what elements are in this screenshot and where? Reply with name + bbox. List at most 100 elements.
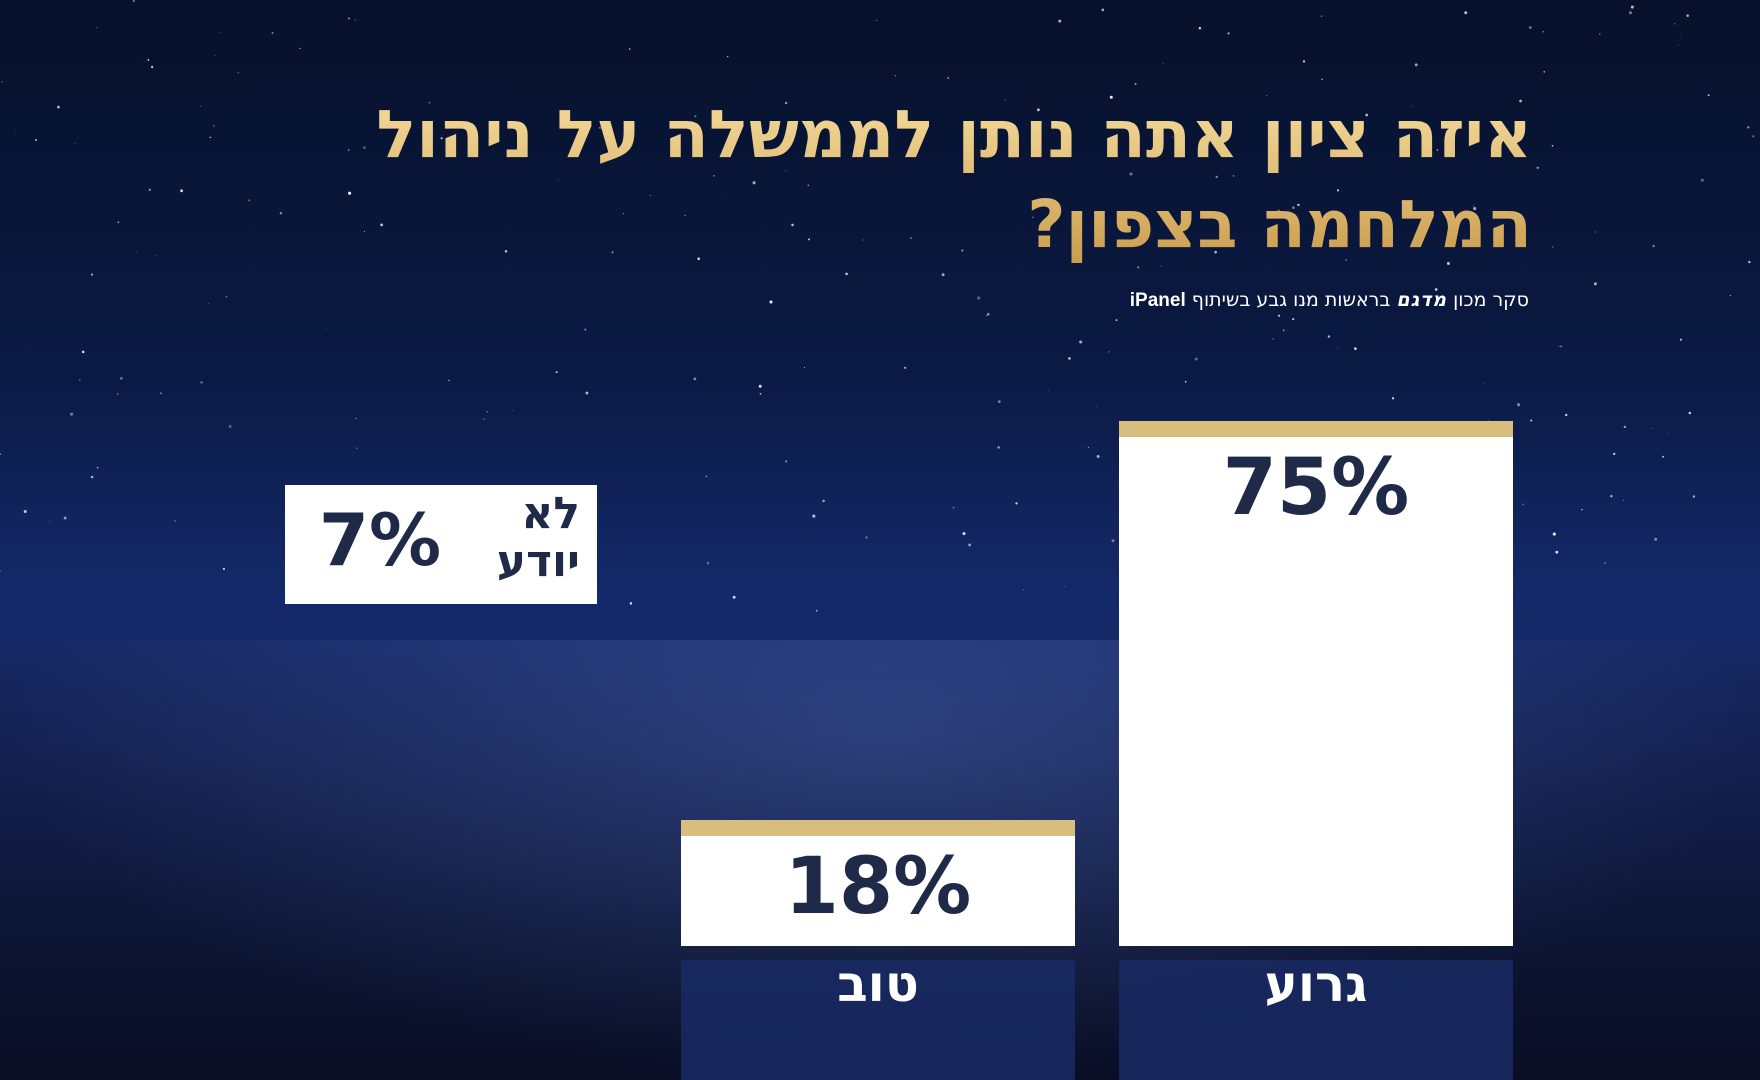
star	[1302, 60, 1306, 63]
star	[785, 170, 787, 172]
star	[1336, 189, 1340, 192]
star	[147, 59, 150, 61]
star	[1134, 82, 1137, 85]
star	[1594, 231, 1596, 233]
star	[822, 499, 825, 503]
star	[1581, 508, 1583, 511]
star	[355, 417, 357, 420]
star	[220, 32, 222, 33]
star	[1519, 99, 1523, 103]
star	[116, 393, 119, 395]
star	[1551, 145, 1554, 147]
bar	[681, 820, 1075, 946]
star	[1654, 537, 1658, 541]
value-label: 75%	[1222, 443, 1410, 533]
star	[876, 19, 878, 21]
star	[997, 446, 1000, 449]
star	[1464, 11, 1468, 15]
star	[904, 366, 907, 369]
star	[1172, 136, 1174, 138]
star	[1747, 126, 1750, 129]
star	[74, 143, 76, 145]
star	[96, 27, 98, 28]
star	[228, 425, 232, 428]
star	[1666, 433, 1668, 435]
star	[1282, 329, 1285, 332]
star	[1414, 63, 1418, 67]
star	[354, 19, 356, 21]
star	[15, 133, 17, 135]
star	[1079, 340, 1083, 344]
star	[865, 536, 868, 539]
star	[1198, 26, 1202, 30]
star	[468, 137, 470, 139]
star	[1137, 266, 1140, 269]
source-org: מדגם	[1396, 289, 1448, 311]
star	[23, 510, 27, 514]
star	[348, 17, 350, 20]
star	[143, 61, 145, 63]
source: סקר מכון	[1453, 289, 1529, 311]
star	[63, 516, 67, 520]
source-line: סקר מכון מדגם בראשות מנו גבע בשיתוף iPan…	[1130, 289, 1529, 312]
star	[727, 56, 729, 58]
star	[1560, 345, 1562, 348]
star	[1327, 335, 1331, 338]
star	[1194, 357, 1198, 361]
star	[1215, 175, 1218, 179]
star	[148, 188, 151, 191]
star	[90, 475, 94, 479]
star	[705, 475, 708, 478]
star	[1111, 539, 1115, 543]
star	[611, 251, 614, 254]
star	[1227, 32, 1230, 35]
star	[769, 300, 773, 304]
star	[1542, 31, 1544, 33]
star	[1472, 205, 1474, 207]
star	[1610, 494, 1613, 498]
star	[49, 520, 51, 522]
star	[504, 249, 508, 253]
star	[968, 543, 971, 547]
star	[1184, 380, 1187, 383]
star	[237, 71, 240, 74]
star	[986, 312, 990, 316]
star	[1650, 428, 1652, 430]
star	[119, 376, 123, 380]
star	[1752, 135, 1755, 138]
star	[483, 418, 486, 420]
star	[325, 328, 327, 329]
star	[845, 272, 848, 276]
star	[1434, 288, 1438, 291]
star	[1412, 105, 1414, 107]
star	[1365, 113, 1369, 117]
star	[785, 460, 788, 463]
star	[711, 389, 713, 390]
star	[1277, 209, 1281, 213]
star	[150, 65, 154, 69]
star	[429, 150, 432, 154]
star	[977, 296, 981, 300]
star	[1680, 34, 1681, 36]
star	[1552, 532, 1556, 536]
star	[693, 377, 697, 381]
star	[363, 230, 365, 232]
star	[727, 194, 728, 196]
star	[1652, 244, 1655, 248]
star	[804, 367, 805, 369]
star	[1678, 44, 1680, 46]
star	[200, 381, 203, 384]
star	[248, 199, 251, 202]
star	[511, 409, 513, 411]
star	[160, 392, 162, 395]
category-label: גרוע	[1264, 955, 1368, 1013]
star	[35, 139, 37, 141]
star	[1686, 14, 1689, 17]
star	[555, 371, 558, 374]
star	[758, 384, 762, 388]
value-label: 7%	[318, 498, 442, 582]
star	[212, 124, 215, 127]
star	[1022, 588, 1025, 591]
star	[622, 213, 624, 215]
